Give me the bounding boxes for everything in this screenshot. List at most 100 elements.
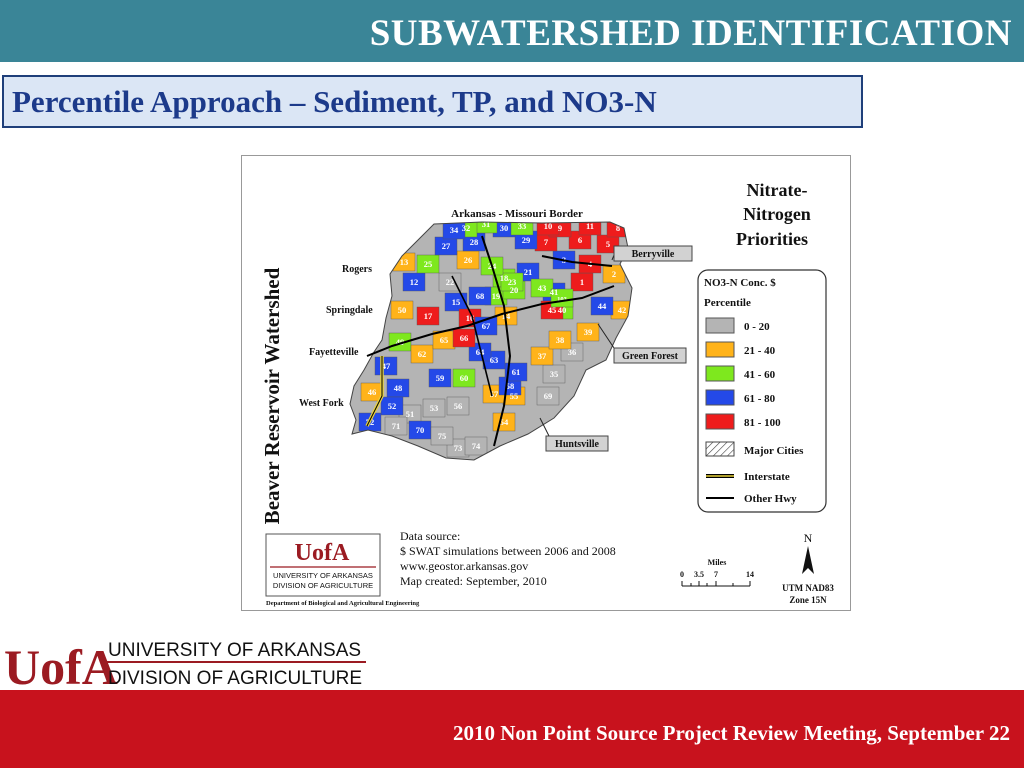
north-label: N [804,531,813,545]
legend-class-label-1: 0 - 20 [744,321,770,333]
city-springdale: Springdale [326,305,373,316]
scale-tick-3: 14 [746,570,754,579]
subwatershed-label-63: 63 [490,355,499,365]
subwatershed-label-23: 23 [508,277,517,287]
data-source-line-2: www.geostor.arkansas.gov [400,559,528,573]
subwatershed-label-28: 28 [470,237,479,247]
subtitle: Percentile Approach – Sediment, TP, and … [12,84,657,120]
projection-line-1: UTM NAD83 [782,583,834,593]
map-svg: Beaver Reservoir Watershed Nitrate- Nitr… [242,156,852,612]
legend-class-label-2: 21 - 40 [744,345,776,357]
city-huntsville: Huntsville [555,439,599,450]
legend-swatch-2 [706,342,734,357]
legend-interstate: Interstate [744,471,790,483]
inset-logo: UofA UNIVERSITY OF ARKANSAS DIVISION OF … [266,534,420,607]
subwatershed-label-70: 70 [416,425,425,435]
subwatershed-label-46: 46 [368,387,377,397]
legend-swatch-5 [706,414,734,429]
subwatershed-label-71: 71 [392,421,401,431]
legend-class-label-3: 41 - 60 [744,369,776,381]
scale-tick-2: 7 [714,570,718,579]
subwatershed-label-62: 62 [418,349,427,359]
subwatershed-label-25: 25 [424,259,433,269]
legend-class-label-4: 61 - 80 [744,393,776,405]
data-source-heading: Data source: [400,529,460,543]
map-title-line-2: Nitrogen [743,204,811,224]
subwatershed-label-73: 73 [454,443,463,453]
subwatershed-label-31: 31 [482,219,491,229]
subwatershed-label-2: 2 [612,269,616,279]
scale-title: Miles [708,558,727,567]
slide-title: SUBWATERSHED IDENTIFICATION [370,12,1012,55]
subwatershed-label-30: 30 [500,223,509,233]
data-source-line-3: Map created: September, 2010 [400,574,547,588]
subwatershed-label-45: 45 [548,305,557,315]
subwatershed-label-9: 9 [558,223,562,233]
subwatershed-label-40: 40 [558,305,567,315]
subwatershed-label-67: 67 [482,321,491,331]
north-arrow: N [802,531,814,574]
legend-major-cities: Major Cities [744,445,804,457]
subwatershed-label-48: 48 [394,383,403,393]
inset-logo-line-1: UNIVERSITY OF ARKANSAS [273,571,373,580]
subwatershed-label-52: 52 [388,401,397,411]
footer-text: 2010 Non Point Source Project Review Mee… [453,721,1010,746]
subwatershed-label-1: 1 [580,277,584,287]
subwatershed-label-60: 60 [460,373,469,383]
inset-logo-mark: UofA [295,540,350,566]
subwatershed-label-6: 6 [578,235,582,245]
logo-line-1: UNIVERSITY OF ARKANSAS [108,640,361,661]
city-green-forest: Green Forest [622,351,679,362]
subwatershed-label-51: 51 [406,409,415,419]
state-border-label: Arkansas - Missouri Border [451,208,583,220]
subwatershed-label-53: 53 [430,403,439,413]
subwatershed-label-66: 66 [460,333,469,343]
north-arrow-icon [802,546,814,574]
subwatershed-label-13: 13 [400,257,409,267]
university-logo: UofA UNIVERSITY OF ARKANSAS DIVISION OF … [4,634,374,690]
subwatershed-label-65: 65 [440,335,449,345]
subwatershed-label-38: 38 [556,335,565,345]
subwatershed-label-43: 43 [538,283,547,293]
map-legend: NO3-N Conc. $ Percentile 0 - 20 21 - 40 41… [698,270,826,512]
map-title-line-3: Priorities [736,229,808,249]
subwatershed-label-68: 68 [476,291,485,301]
subwatershed-label-42: 42 [618,305,627,315]
watershed-map-figure: Beaver Reservoir Watershed Nitrate- Nitr… [241,155,851,611]
legend-class-label-5: 81 - 100 [744,417,781,429]
subwatershed-label-56: 56 [454,401,463,411]
subwatershed-label-61: 61 [512,367,521,377]
inset-logo-line-2: DIVISION OF AGRICULTURE [273,581,373,590]
subwatershed-label-69: 69 [544,391,553,401]
subwatershed-label-21: 21 [524,267,533,277]
subwatershed-label-50: 50 [398,305,407,315]
subwatershed-label-35: 35 [550,369,559,379]
scale-bar: Miles 0 3.5 7 14 [680,558,754,586]
subwatershed-label-37: 37 [538,351,547,361]
map-title-line-1: Nitrate- [747,180,808,200]
legend-swatch-1 [706,318,734,333]
logo-line-2: DIVISION OF AGRICULTURE [108,668,362,689]
subwatershed-label-59: 59 [436,373,445,383]
header-bar: SUBWATERSHED IDENTIFICATION [0,0,1024,62]
city-rogers: Rogers [342,264,372,275]
data-source-line-1: $ SWAT simulations between 2006 and 2008 [400,544,616,558]
scale-tick-0: 0 [680,570,684,579]
subwatershed-label-12: 12 [410,277,419,287]
footer-bar: 2010 Non Point Source Project Review Mee… [0,690,1024,768]
subwatershed-label-44: 44 [598,301,607,311]
city-west-fork: West Fork [299,398,344,409]
subwatershed-label-27: 27 [442,241,451,251]
subtitle-box: Percentile Approach – Sediment, TP, and … [2,75,863,128]
subwatershed-label-5: 5 [606,239,610,249]
subwatershed-label-36: 36 [568,347,577,357]
subwatershed-label-39: 39 [584,327,593,337]
legend-swatch-3 [706,366,734,381]
legend-other-hwy: Other Hwy [744,493,797,505]
city-berryville: Berryville [632,249,675,260]
subwatershed-label-17: 17 [424,311,433,321]
subwatershed-label-75: 75 [438,431,447,441]
subwatershed-label-34: 34 [450,225,459,235]
subwatershed-label-26: 26 [464,255,473,265]
